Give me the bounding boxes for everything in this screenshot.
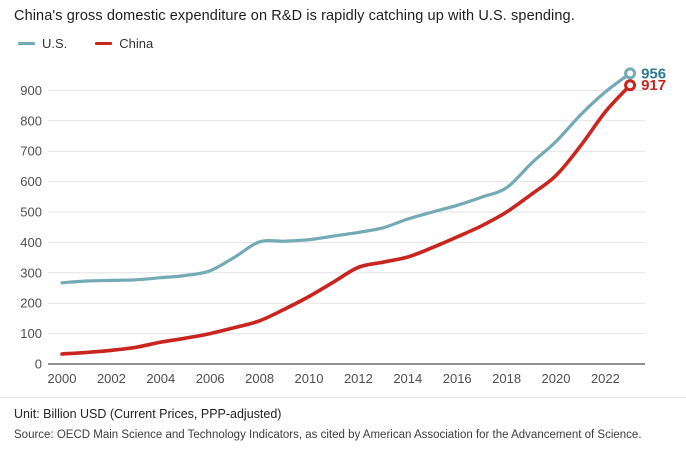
us-end-marker [624,67,637,80]
china-end-marker [624,79,637,92]
unit-note: Unit: Billion USD (Current Prices, PPP-a… [0,397,686,421]
us-line-swatch [18,41,35,46]
rd-expenditure-line-chart: 0 100 200 300 400 500 600 700 800 900 2000 2002 2004… [20,65,666,386]
y-tick-label: 300 [20,265,42,280]
legend-item-us: U.S. [18,36,67,51]
legend-label-china: China [119,36,154,51]
y-tick-label: 700 [20,144,42,159]
x-tick-label: 2008 [245,371,274,386]
chart-title: China's gross domestic expenditure on R&… [14,8,575,24]
x-tick-label: 2012 [344,371,373,386]
x-tick-label: 2006 [196,371,225,386]
x-tick-label: 2016 [443,371,472,386]
y-tick-label: 100 [20,326,42,341]
x-tick-label: 2018 [492,371,521,386]
us-series-line [60,71,632,285]
y-tick-label: 200 [20,296,42,311]
x-tick-label: 2000 [48,371,77,386]
y-tick-label: 800 [20,113,42,128]
legend: U.S. China [18,36,153,51]
china-line-swatch [95,41,113,46]
legend-item-china: China [95,36,153,51]
x-tick-label: 2022 [591,371,620,386]
china-series-line [60,83,632,356]
y-tick-label: 600 [20,174,42,189]
y-tick-label: 500 [20,205,42,220]
x-tick-label: 2014 [393,371,422,386]
y-tick-label: 0 [35,357,42,372]
x-tick-label: 2002 [97,371,126,386]
x-tick-label: 2004 [146,371,175,386]
y-tick-label: 900 [20,83,42,98]
us-end-value-label: 956 [641,65,666,82]
x-tick-label: 2020 [542,371,571,386]
y-tick-label: 400 [20,235,42,250]
legend-label-us: U.S. [42,36,68,51]
china-end-value-label: 917 [641,77,666,94]
x-tick-label: 2010 [295,371,324,386]
source-note: Source: OECD Main Science and Technology… [14,429,642,441]
